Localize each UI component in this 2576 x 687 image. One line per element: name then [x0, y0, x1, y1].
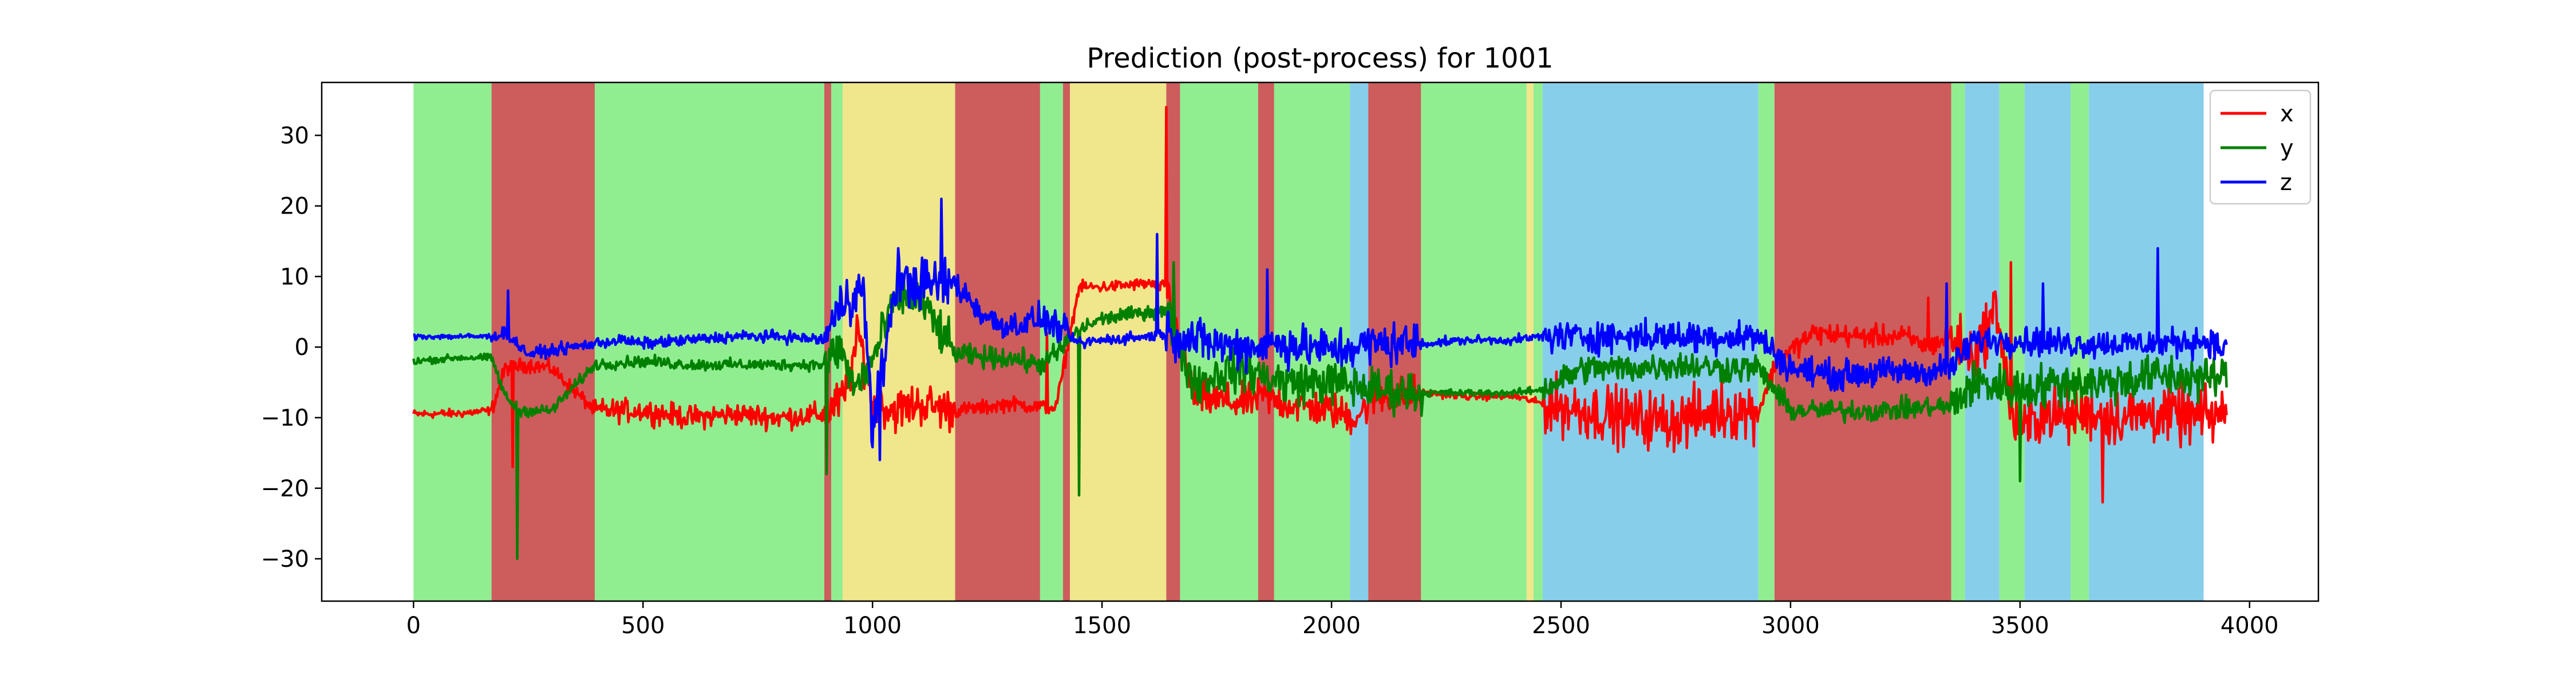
background-span-17-yellow — [1526, 82, 1534, 601]
y-axis-ticks: −30 −20 −10 0 10 20 30 — [261, 123, 322, 572]
y-tick-label-0: −30 — [261, 546, 309, 572]
background-span-0-green — [413, 82, 492, 601]
x-tick-label-2: 1000 — [843, 613, 902, 639]
x-tick-label-3: 1500 — [1073, 613, 1131, 639]
x-tick-label-8: 4000 — [2221, 613, 2279, 639]
background-spans — [413, 82, 2204, 601]
x-tick-label-7: 3500 — [1991, 613, 2049, 639]
y-tick-label-5: 20 — [280, 194, 309, 220]
x-tick-label-6: 3000 — [1761, 613, 1820, 639]
y-tick-label-4: 10 — [280, 264, 309, 290]
y-tick-label-2: −10 — [261, 405, 309, 432]
x-tick-label-1: 500 — [621, 613, 665, 639]
background-span-6-red — [955, 82, 1040, 601]
y-tick-label-1: −20 — [261, 476, 309, 502]
series-lines — [412, 105, 2228, 560]
x-tick-label-5: 2500 — [1532, 613, 1590, 639]
legend-label-z: z — [2280, 169, 2292, 196]
chart-title: Prediction (post-process) for 1001 — [1086, 42, 1553, 74]
legend-label-x: x — [2280, 101, 2294, 127]
background-span-18-green — [1533, 82, 1543, 601]
series-line-z — [413, 198, 2228, 461]
legend-label-y: y — [2280, 135, 2294, 161]
x-tick-label-0: 0 — [406, 613, 421, 639]
legend: xyz — [2209, 89, 2312, 205]
series-line-x — [412, 105, 2228, 504]
x-axis-ticks: 0 500 1000 1500 2000 2500 3000 3500 4000 — [406, 601, 2279, 639]
y-tick-label-3: 0 — [295, 334, 309, 361]
series-line-y — [412, 261, 2228, 560]
x-tick-label-4: 2000 — [1302, 613, 1361, 639]
y-tick-label-6: 30 — [280, 123, 309, 149]
background-span-1-red — [491, 82, 595, 601]
axes-frame — [321, 81, 2320, 602]
